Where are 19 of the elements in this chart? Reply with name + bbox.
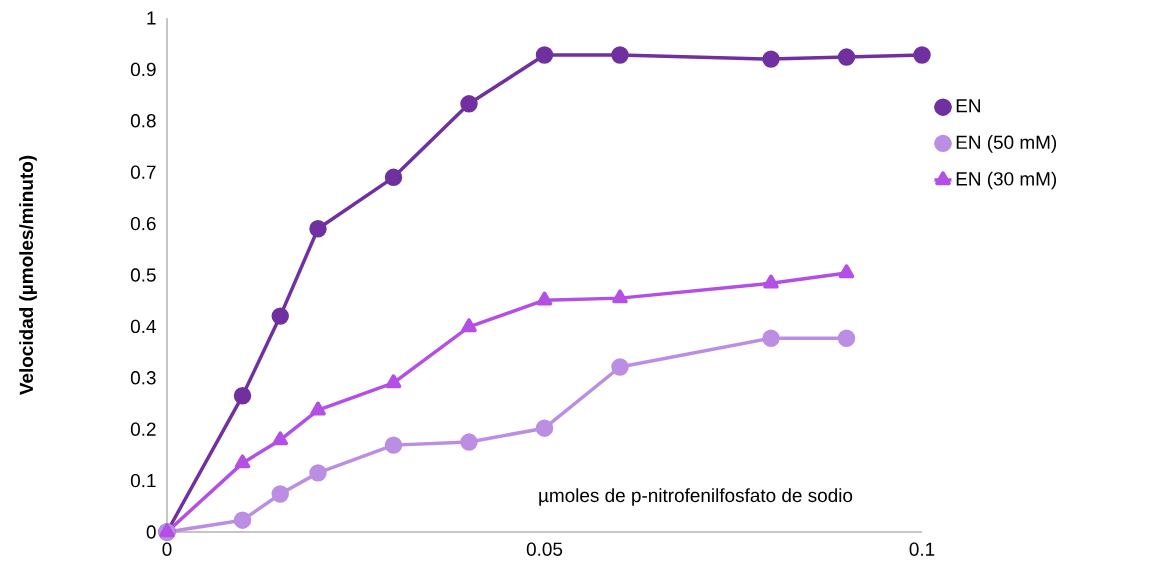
- legend-label: EN (30 mM): [956, 171, 1057, 190]
- legend-label: EN (50 mM): [956, 135, 1057, 153]
- legend-label: EN: [956, 99, 980, 113]
- x-tick-label: 0: [162, 542, 172, 556]
- y-tick-label: 0: [146, 525, 156, 539]
- y-tick-label: 0.5: [130, 268, 156, 282]
- x-tick-label: 0.05: [526, 542, 563, 556]
- y-tick-label: 0.2: [130, 422, 156, 436]
- y-tick-label: 0.8: [130, 114, 156, 128]
- y-tick-label: 0.1: [130, 473, 156, 488]
- y-tick-label: 1: [147, 11, 156, 25]
- y-tick-label: 0.4: [130, 319, 156, 334]
- y-tick-label: 0.6: [130, 216, 156, 231]
- y-axis-title: Velocidad (µmoles/minuto): [19, 155, 37, 395]
- y-tick-label: 0.7: [130, 165, 156, 179]
- x-tick-label: 0.1: [909, 542, 935, 556]
- x-axis-title: µmoles de p-nitrofenilfosfato de sodio: [539, 488, 853, 506]
- y-tick-label: 0.9: [130, 62, 156, 77]
- y-tick-label: 0.3: [130, 371, 156, 385]
